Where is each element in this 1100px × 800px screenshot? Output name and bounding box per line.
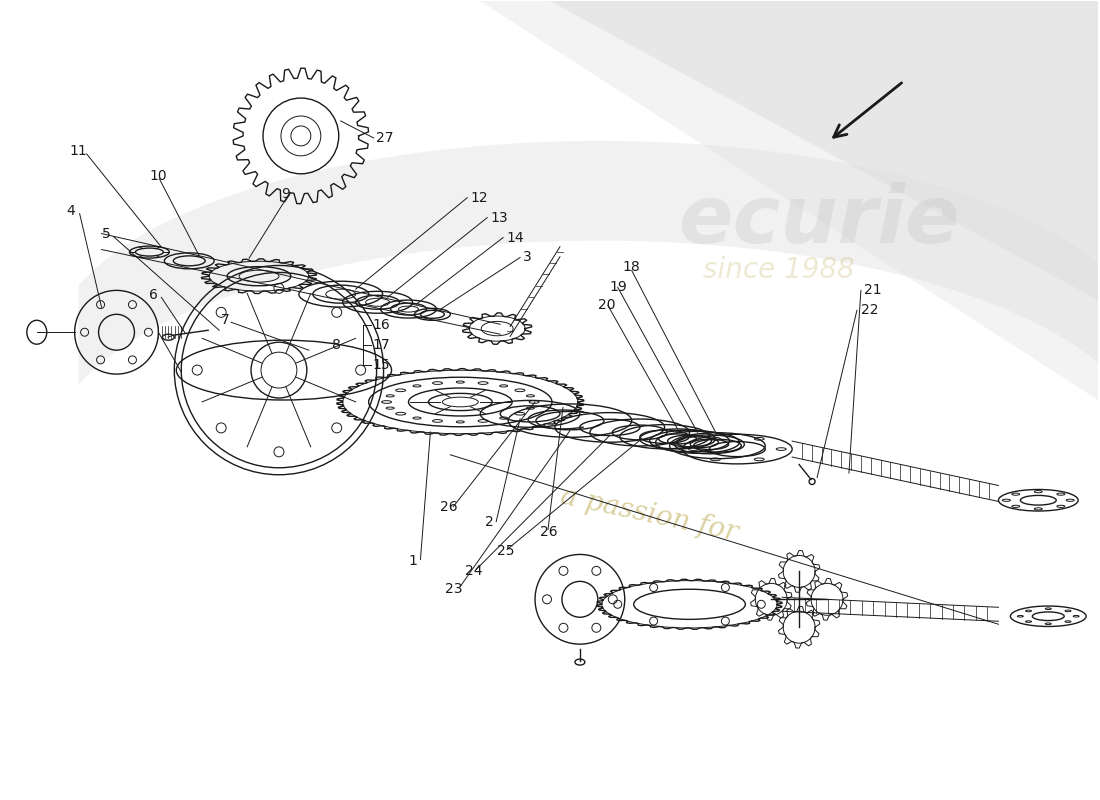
Text: 12: 12 bbox=[471, 190, 488, 205]
Text: 13: 13 bbox=[491, 210, 508, 225]
Text: 21: 21 bbox=[864, 283, 881, 298]
Text: 20: 20 bbox=[597, 298, 615, 312]
Polygon shape bbox=[78, 141, 1100, 429]
Text: 17: 17 bbox=[373, 338, 390, 352]
Text: 11: 11 bbox=[69, 144, 87, 158]
Text: ecurie: ecurie bbox=[679, 182, 960, 260]
Text: 14: 14 bbox=[506, 230, 524, 245]
Polygon shape bbox=[550, 2, 1098, 300]
Text: a passion for: a passion for bbox=[559, 482, 741, 546]
Text: 9: 9 bbox=[280, 186, 289, 201]
Text: 26: 26 bbox=[440, 500, 458, 514]
Text: 3: 3 bbox=[524, 250, 531, 265]
Text: 6: 6 bbox=[150, 288, 158, 302]
Text: since 1988: since 1988 bbox=[703, 257, 855, 285]
Text: 27: 27 bbox=[375, 131, 393, 145]
Text: 23: 23 bbox=[446, 582, 463, 596]
Text: 16: 16 bbox=[373, 318, 390, 332]
Text: 18: 18 bbox=[623, 261, 640, 274]
Text: 24: 24 bbox=[465, 565, 483, 578]
Text: 15: 15 bbox=[373, 358, 390, 372]
Text: 2: 2 bbox=[485, 514, 494, 529]
Text: 5: 5 bbox=[101, 226, 110, 241]
Text: 1: 1 bbox=[408, 554, 417, 569]
Text: 7: 7 bbox=[221, 314, 230, 327]
Text: 26: 26 bbox=[540, 525, 558, 538]
Polygon shape bbox=[481, 2, 1098, 400]
Text: 25: 25 bbox=[497, 545, 515, 558]
Text: 10: 10 bbox=[150, 169, 167, 182]
Text: 8: 8 bbox=[332, 338, 341, 352]
Text: 4: 4 bbox=[67, 204, 76, 218]
Text: 22: 22 bbox=[861, 303, 879, 318]
Text: 19: 19 bbox=[609, 280, 627, 294]
